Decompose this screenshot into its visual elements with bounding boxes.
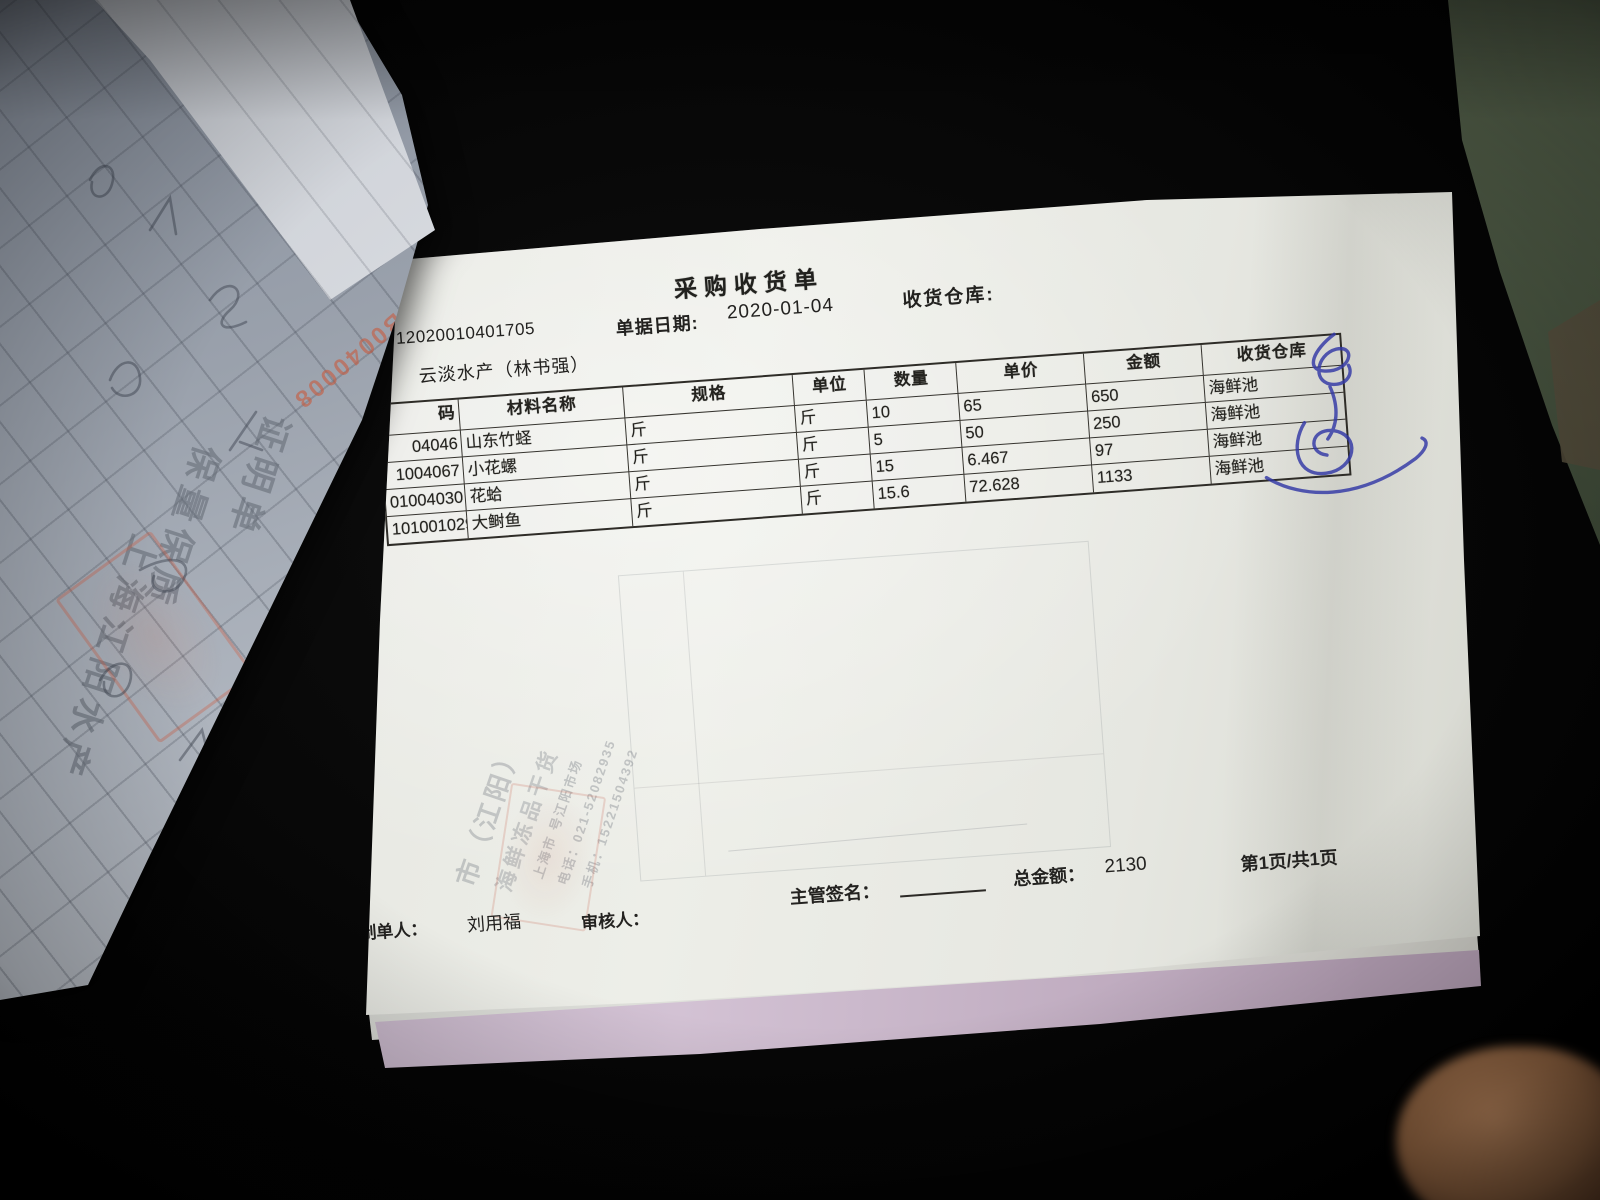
flipped-page: 证明单 保量保质 上海江阳水产 B0040008 (0, 0, 435, 1000)
photo-canvas: 采购收货单 收货仓库: 单据日期: 2020-01-04 12020010401… (0, 0, 1600, 1200)
